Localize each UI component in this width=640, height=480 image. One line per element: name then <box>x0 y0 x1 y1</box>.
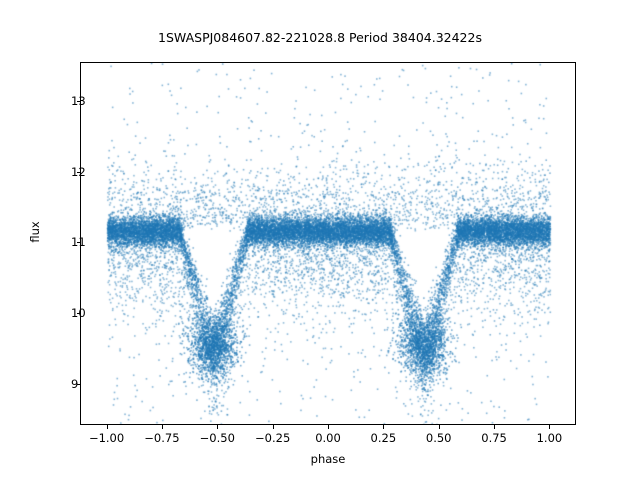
y-tick-label: 13 <box>71 93 86 108</box>
x-tick-mark <box>383 425 385 429</box>
x-tick-label: −1.00 <box>88 431 125 445</box>
x-tick-label: −0.50 <box>199 431 235 445</box>
x-axis-label: phase <box>310 452 346 466</box>
x-tick-label: 0.00 <box>315 431 341 445</box>
x-tick-mark <box>494 425 496 429</box>
x-tick-label: 0.75 <box>481 431 507 445</box>
x-tick-label: −0.75 <box>144 431 180 445</box>
y-tick-label: 10 <box>71 306 86 321</box>
x-tick-label: −0.25 <box>255 431 291 445</box>
y-tick-mark <box>76 313 80 315</box>
y-tick-mark <box>76 171 80 173</box>
x-tick-mark <box>438 425 440 429</box>
x-tick-mark <box>217 425 219 429</box>
x-tick-mark <box>161 425 163 429</box>
x-tick-mark <box>549 425 551 429</box>
x-tick-label: 0.25 <box>370 431 397 445</box>
x-tick-label: 0.50 <box>425 431 452 445</box>
x-tick-mark <box>328 425 329 429</box>
y-tick-label: 11 <box>71 235 86 250</box>
y-tick-label: 9 <box>71 376 79 391</box>
y-tick-mark <box>76 100 80 102</box>
y-axis-label: flux <box>28 221 42 243</box>
y-tick-mark <box>76 242 80 244</box>
x-tick-mark <box>106 425 108 429</box>
page-title: 1SWASPJ084607.82-221028.8 Period 38404.3… <box>158 30 482 45</box>
x-tick-mark <box>272 425 274 429</box>
y-tick-mark <box>76 383 80 385</box>
y-tick-label: 12 <box>71 164 86 179</box>
plot-axes <box>80 62 576 425</box>
scatter-plot-canvas <box>81 63 575 424</box>
x-tick-label: 1.00 <box>536 431 563 445</box>
